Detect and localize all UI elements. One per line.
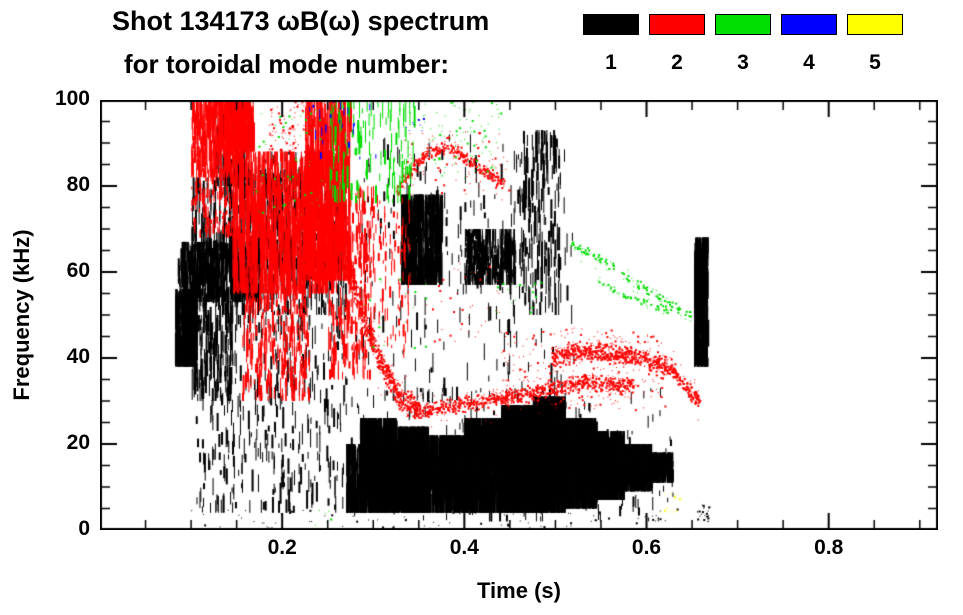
legend-swatch-2 bbox=[649, 14, 705, 35]
legend-item-2: 2 bbox=[644, 14, 710, 75]
legend-label-4: 4 bbox=[803, 51, 815, 74]
legend-label-5: 5 bbox=[869, 51, 881, 74]
x-tick-label: 0.2 bbox=[267, 536, 297, 559]
legend: 1 2 3 4 5 bbox=[578, 14, 908, 75]
legend-item-3: 3 bbox=[710, 14, 776, 75]
x-tick-label: 0.6 bbox=[631, 536, 662, 559]
legend-item-5: 5 bbox=[842, 14, 908, 75]
y-tick-label: 40 bbox=[66, 345, 90, 368]
y-tick-label: 0 bbox=[78, 517, 90, 540]
y-axis-label: Frequency (kHz) bbox=[9, 229, 34, 401]
legend-label-1: 1 bbox=[605, 51, 617, 74]
legend-swatch-3 bbox=[715, 14, 771, 35]
x-axis-label: Time (s) bbox=[477, 578, 561, 603]
x-tick-label: 0.8 bbox=[814, 536, 844, 559]
legend-item-4: 4 bbox=[776, 14, 842, 75]
legend-item-1: 1 bbox=[578, 14, 644, 75]
legend-swatch-1 bbox=[583, 14, 639, 35]
plot-area bbox=[100, 100, 938, 530]
x-tick-label: 0.4 bbox=[449, 536, 479, 559]
y-tick-label: 100 bbox=[54, 87, 90, 110]
spectrogram-canvas bbox=[100, 100, 938, 530]
figure-title: Shot 134173 ωB(ω) spectrum bbox=[112, 6, 490, 36]
y-tick-label: 80 bbox=[66, 173, 90, 196]
legend-label-3: 3 bbox=[737, 51, 749, 74]
figure-subtitle: for toroidal mode number: bbox=[124, 49, 449, 79]
y-tick-label: 60 bbox=[66, 259, 90, 282]
legend-swatch-4 bbox=[781, 14, 837, 35]
y-tick-label: 20 bbox=[66, 431, 90, 454]
legend-label-2: 2 bbox=[671, 51, 683, 74]
legend-swatch-5 bbox=[847, 14, 903, 35]
